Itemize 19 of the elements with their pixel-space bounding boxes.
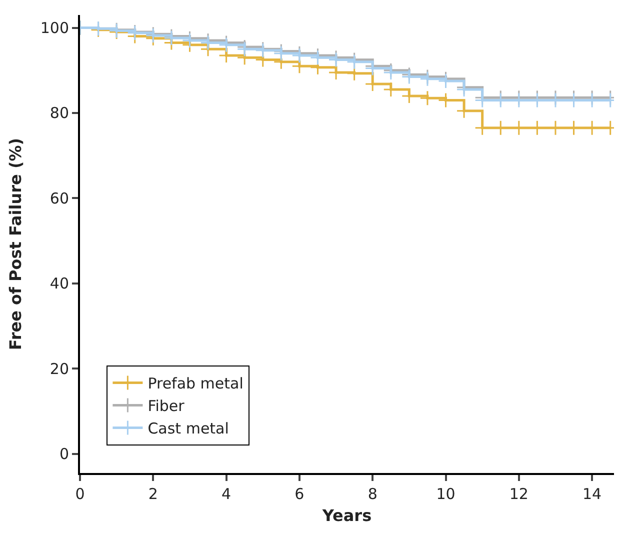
y-tick-label: 20 — [50, 360, 69, 378]
legend-label: Fiber — [148, 397, 186, 416]
y-tick-label: 60 — [50, 189, 69, 208]
y-tick-label: 40 — [50, 274, 69, 293]
x-tick-label: 10 — [436, 485, 456, 503]
x-tick-label: 8 — [368, 485, 378, 503]
legend-label: Cast metal — [148, 420, 229, 438]
x-tick-label: 2 — [148, 485, 158, 503]
y-axis-title: Free of Post Failure (%) — [6, 138, 25, 350]
x-tick-label: 6 — [294, 485, 304, 503]
y-tick-label: 80 — [50, 104, 69, 122]
x-tick-label: 4 — [222, 485, 232, 503]
y-tick-label: 0 — [59, 445, 69, 464]
x-tick-label: 0 — [75, 485, 85, 503]
x-tick-label: 14 — [582, 485, 602, 503]
x-axis-title: Years — [321, 506, 372, 526]
y-tick-label: 100 — [40, 19, 69, 38]
x-tick-label: 12 — [509, 485, 528, 503]
legend-label: Prefab metal — [148, 374, 244, 393]
